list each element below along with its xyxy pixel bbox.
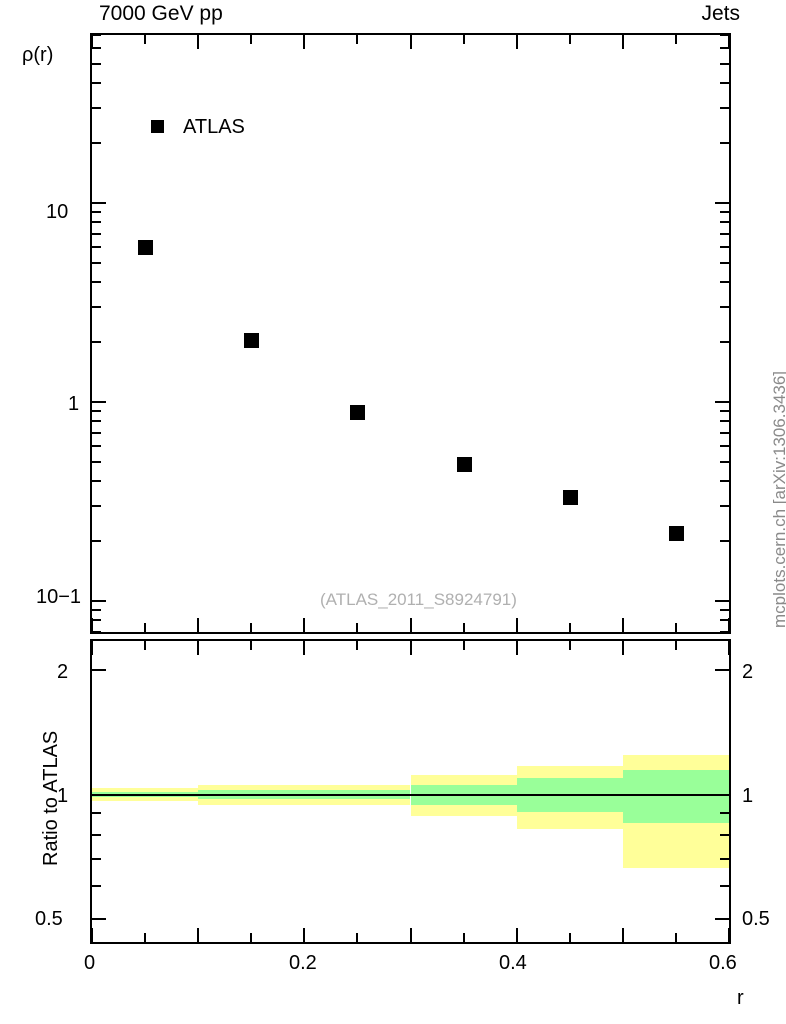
ratio-plot-panel bbox=[90, 639, 731, 944]
ratio-ytick-0p5-right: 0.5 bbox=[742, 908, 770, 930]
data-point bbox=[244, 333, 260, 349]
xtick-0p6: 0.6 bbox=[709, 952, 737, 974]
ratio-ytick-1-left: 1 bbox=[57, 785, 69, 807]
header-left: 7000 GeV pp bbox=[99, 2, 223, 25]
main-ytick-1: 1 bbox=[68, 393, 80, 415]
data-point bbox=[138, 240, 154, 256]
xaxis-label: r bbox=[737, 987, 744, 1009]
data-point bbox=[668, 526, 684, 542]
watermark-text: mcplots.cern.ch [arXiv:1306.3436] bbox=[770, 370, 786, 628]
legend-marker-atlas bbox=[151, 120, 164, 133]
ratio-band-segment bbox=[622, 770, 729, 823]
ratio-unity-line bbox=[92, 793, 729, 796]
main-ylabel: ρ(r) bbox=[22, 44, 54, 66]
xtick-0: 0 bbox=[84, 952, 96, 974]
xtick-0p2: 0.2 bbox=[289, 952, 317, 974]
ratio-ytick-2-right: 2 bbox=[742, 661, 754, 683]
analysis-label: (ATLAS_2011_S8924791) bbox=[320, 590, 517, 609]
main-plot-panel: ATLAS (ATLAS_2011_S8924791) bbox=[90, 33, 731, 634]
data-point bbox=[456, 456, 472, 472]
legend-label-atlas: ATLAS bbox=[183, 116, 245, 138]
header-right: Jets bbox=[701, 2, 740, 25]
ratio-ytick-0p5-left: 0.5 bbox=[35, 908, 63, 930]
main-ytick-0p1: 10−1 bbox=[36, 586, 81, 609]
xtick-0p4: 0.4 bbox=[499, 952, 527, 974]
data-point bbox=[350, 405, 366, 421]
main-ytick-0p1-text: 10−1 bbox=[36, 586, 82, 608]
main-ytick-10: 10 bbox=[46, 201, 69, 223]
data-point bbox=[562, 489, 578, 505]
ratio-ytick-1-right: 1 bbox=[742, 785, 754, 807]
ratio-ytick-2-left: 2 bbox=[57, 661, 69, 683]
